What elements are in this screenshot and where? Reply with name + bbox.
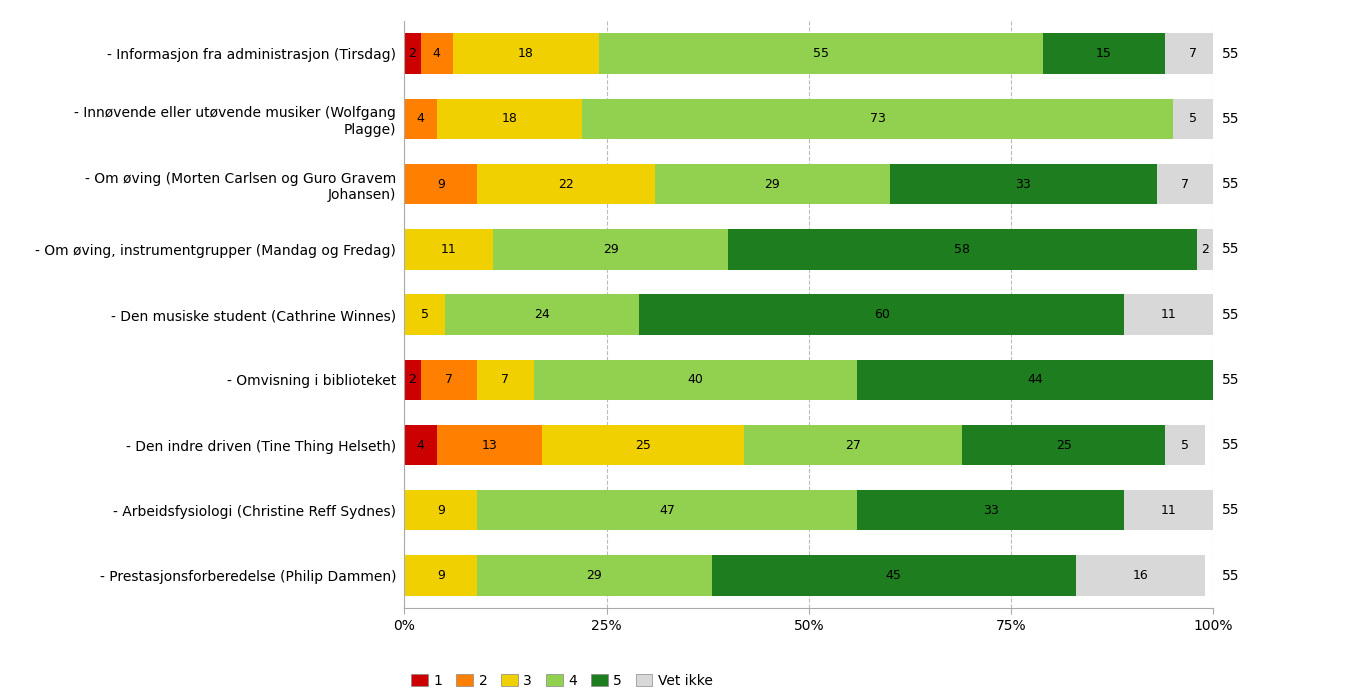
Text: 15: 15 [1096, 47, 1112, 60]
Bar [744, 425, 962, 466]
Bar [1173, 99, 1213, 139]
Text: 5: 5 [1189, 113, 1197, 125]
Bar [655, 164, 890, 204]
Bar [453, 34, 599, 74]
Text: 45: 45 [886, 569, 902, 582]
Text: 58: 58 [954, 243, 971, 256]
Bar [639, 294, 1124, 335]
Text: 7: 7 [1181, 178, 1189, 191]
Bar [445, 294, 639, 335]
Text: 29: 29 [764, 178, 780, 191]
Legend: 1, 2, 3, 4, 5, Vet ikke: 1, 2, 3, 4, 5, Vet ikke [411, 674, 713, 688]
Text: 55: 55 [813, 47, 829, 60]
Text: 25: 25 [1055, 438, 1072, 452]
Text: 2: 2 [1201, 243, 1209, 256]
Text: 13: 13 [481, 438, 497, 452]
Bar [404, 490, 477, 531]
Text: 4: 4 [417, 438, 425, 452]
Bar [404, 164, 477, 204]
Text: 5: 5 [421, 308, 429, 321]
Bar [534, 359, 857, 400]
Bar [437, 99, 582, 139]
Text: 11: 11 [441, 243, 457, 256]
Bar [404, 425, 437, 466]
Bar [477, 359, 534, 400]
Text: 2: 2 [408, 47, 417, 60]
Bar [437, 425, 542, 466]
Text: 60: 60 [874, 308, 890, 321]
Text: 33: 33 [983, 504, 999, 517]
Text: 55: 55 [1221, 47, 1239, 61]
Bar [477, 490, 857, 531]
Bar [404, 34, 421, 74]
Text: 55: 55 [1221, 373, 1239, 387]
Bar [582, 99, 1173, 139]
Text: 47: 47 [659, 504, 675, 517]
Text: 73: 73 [869, 113, 886, 125]
Text: 18: 18 [518, 47, 534, 60]
Text: 27: 27 [845, 438, 861, 452]
Bar [1076, 555, 1205, 596]
Bar [404, 359, 421, 400]
Bar [599, 34, 1043, 74]
Bar [1165, 34, 1221, 74]
Text: 40: 40 [687, 373, 704, 387]
Text: 55: 55 [1221, 503, 1239, 517]
Text: 18: 18 [501, 113, 518, 125]
Bar [404, 294, 445, 335]
Bar [1124, 294, 1213, 335]
Text: 55: 55 [1221, 177, 1239, 191]
Text: 55: 55 [1221, 438, 1239, 452]
Text: 7: 7 [1189, 47, 1197, 60]
Bar [1197, 229, 1213, 270]
Text: 29: 29 [603, 243, 619, 256]
Text: 5: 5 [1181, 438, 1189, 452]
Bar [890, 164, 1157, 204]
Bar [1124, 490, 1213, 531]
Text: 33: 33 [1015, 178, 1031, 191]
Bar [962, 425, 1165, 466]
Bar [728, 229, 1197, 270]
Text: 9: 9 [437, 178, 445, 191]
Text: 16: 16 [1132, 569, 1148, 582]
Text: 2: 2 [408, 373, 417, 387]
Bar [477, 164, 655, 204]
Text: 11: 11 [1161, 504, 1177, 517]
Bar [1043, 34, 1165, 74]
Bar [1157, 164, 1213, 204]
Bar [493, 229, 728, 270]
Bar [421, 34, 453, 74]
Text: 55: 55 [1221, 243, 1239, 257]
Text: 9: 9 [437, 569, 445, 582]
Bar [857, 359, 1213, 400]
Text: 4: 4 [433, 47, 441, 60]
Text: 44: 44 [1027, 373, 1043, 387]
Text: 55: 55 [1221, 308, 1239, 322]
Text: 7: 7 [445, 373, 453, 387]
Text: 55: 55 [1221, 112, 1239, 126]
Bar [857, 490, 1124, 531]
Text: 22: 22 [558, 178, 574, 191]
Bar [1165, 425, 1205, 466]
Bar [712, 555, 1076, 596]
Bar [404, 555, 477, 596]
Text: 25: 25 [635, 438, 651, 452]
Text: 9: 9 [437, 504, 445, 517]
Bar [477, 555, 712, 596]
Text: 55: 55 [1221, 568, 1239, 582]
Bar [421, 359, 477, 400]
Text: 29: 29 [586, 569, 603, 582]
Text: 4: 4 [417, 113, 425, 125]
Text: 11: 11 [1161, 308, 1177, 321]
Bar [404, 99, 437, 139]
Bar [404, 229, 493, 270]
Text: 7: 7 [501, 373, 510, 387]
Text: 24: 24 [534, 308, 550, 321]
Bar [542, 425, 744, 466]
